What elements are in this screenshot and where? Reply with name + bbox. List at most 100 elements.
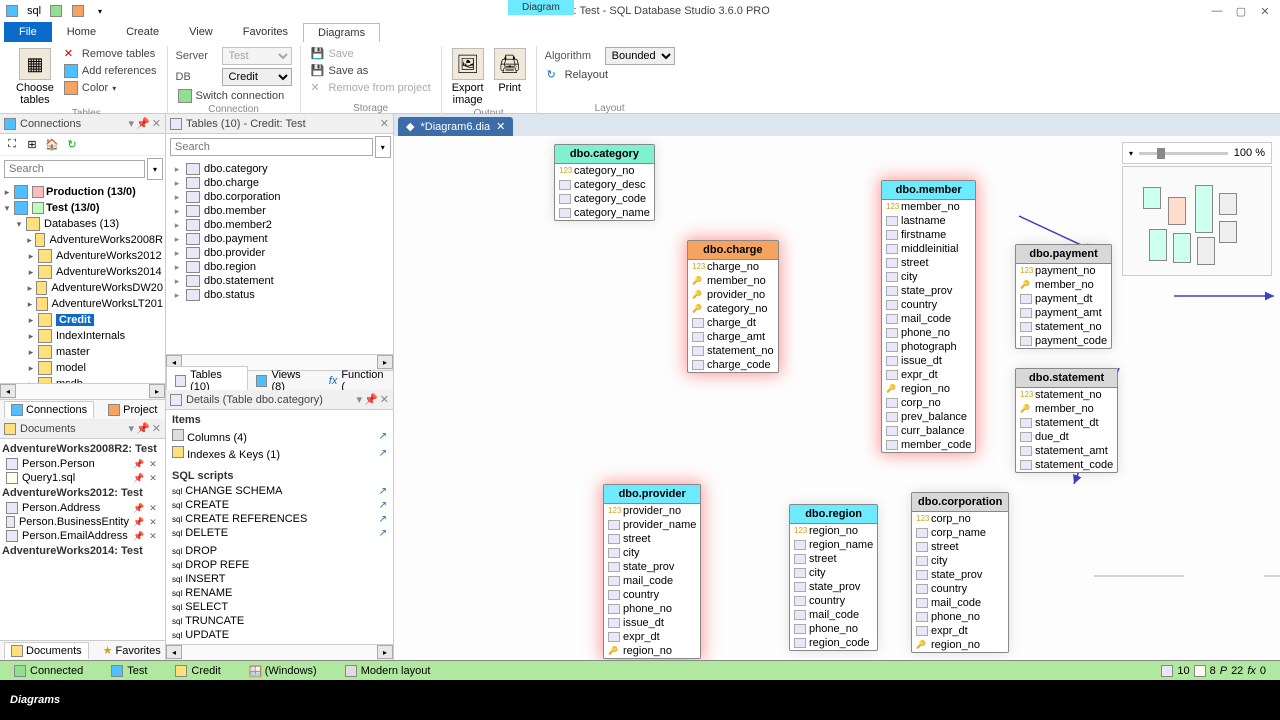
panel-menu-button[interactable]: ▾ xyxy=(129,117,135,130)
table-row[interactable]: ▸dbo.payment xyxy=(168,232,391,246)
script-select[interactable]: sql SELECT xyxy=(172,600,387,614)
diagram-table-corporation[interactable]: dbo.corporationcorp_nocorp_namestreetcit… xyxy=(911,492,1009,653)
table-row[interactable]: ▸dbo.member2 xyxy=(168,218,391,232)
table-row[interactable]: ▸dbo.corporation xyxy=(168,190,391,204)
save-button[interactable]: 💾Save xyxy=(309,46,433,62)
switch-connection-button[interactable]: Switch connection xyxy=(176,88,292,104)
remove-tables-button[interactable]: ✕Remove tables xyxy=(62,46,159,62)
diagram-table-charge[interactable]: dbo.chargecharge_nomember_noprovider_noc… xyxy=(687,240,779,373)
tree-node-db[interactable]: ▸IndexInternals xyxy=(2,328,163,344)
script-create[interactable]: sql CREATE↗ xyxy=(172,498,387,512)
table-row[interactable]: ▸dbo.provider xyxy=(168,246,391,260)
details-hscroll[interactable]: ◂▸ xyxy=(166,644,393,660)
zoom-slider[interactable] xyxy=(1139,152,1228,155)
table-row[interactable]: ▸dbo.category xyxy=(168,162,391,176)
tree-hscroll[interactable]: ◂▸ xyxy=(0,383,165,399)
table-row[interactable]: ▸dbo.statement xyxy=(168,274,391,288)
details-indexes[interactable]: Indexes & Keys (1)↗ xyxy=(172,445,387,462)
doc-item[interactable]: Query1.sql📌✕ xyxy=(2,471,163,485)
script-drop[interactable]: sql DROP xyxy=(172,544,387,558)
diagram-table-category[interactable]: dbo.categorycategory_nocategory_desccate… xyxy=(554,144,655,221)
tree-node-databases[interactable]: ▾Databases (13) xyxy=(2,216,163,232)
script-change-schema[interactable]: sql CHANGE SCHEMA↗ xyxy=(172,484,387,498)
script-create-ref[interactable]: sql CREATE REFERENCES↗ xyxy=(172,512,387,526)
tree-node-db[interactable]: ▸AdventureWorksLT201 xyxy=(2,296,163,312)
tab-favorites-docs[interactable]: ★Favorites xyxy=(97,642,167,659)
tree-node-production[interactable]: ▸Production (13/0) xyxy=(2,184,163,200)
tables-search-dropdown[interactable]: ▾ xyxy=(375,136,391,158)
tree-node-db[interactable]: ▸AdventureWorks2012 xyxy=(2,248,163,264)
remove-icon[interactable]: ✕ xyxy=(147,458,159,470)
add-references-button[interactable]: Add references xyxy=(62,63,159,79)
tree-node-db[interactable]: ▸model xyxy=(2,360,163,376)
tab-project[interactable]: Project xyxy=(102,402,163,418)
doc-item[interactable]: Person.BusinessEntity📌✕ xyxy=(2,515,163,529)
context-tab-diagram[interactable]: Diagram xyxy=(308,0,574,20)
panel-close-button[interactable]: ✕ xyxy=(152,117,161,130)
tree-node-db[interactable]: ▸AdventureWorksDW20 xyxy=(2,280,163,296)
tree-node-db[interactable]: ▸AdventureWorks2014 xyxy=(2,264,163,280)
collapse-all-icon[interactable]: ⊞ xyxy=(24,137,40,153)
connections-search-input[interactable] xyxy=(4,160,145,178)
table-row[interactable]: ▸dbo.status xyxy=(168,288,391,302)
script-rename[interactable]: sql RENAME xyxy=(172,586,387,600)
tab-create[interactable]: Create xyxy=(111,22,174,42)
tree-node-test[interactable]: ▾Test (13/0) xyxy=(2,200,163,216)
dropdown-icon[interactable]: ▾ xyxy=(92,3,108,19)
canvas-tab[interactable]: ◆ *Diagram6.dia ✕ xyxy=(398,117,513,136)
diagram-table-region[interactable]: dbo.regionregion_noregion_namestreetcity… xyxy=(789,504,878,651)
diagram-table-provider[interactable]: dbo.providerprovider_noprovider_namestre… xyxy=(603,484,701,659)
diagram-table-payment[interactable]: dbo.paymentpayment_nomember_nopayment_dt… xyxy=(1015,244,1112,349)
maximize-button[interactable]: ▢ xyxy=(1230,2,1252,20)
goto-icon[interactable]: ↗ xyxy=(379,448,387,459)
expand-all-icon[interactable]: ⛶ xyxy=(4,137,20,153)
script-insert[interactable]: sql INSERT xyxy=(172,572,387,586)
goto-icon[interactable]: ↗ xyxy=(379,431,387,442)
db-select[interactable]: Credit xyxy=(222,68,292,86)
doc-item[interactable]: Person.EmailAddress📌✕ xyxy=(2,529,163,543)
close-button[interactable]: ✕ xyxy=(1254,2,1276,20)
table-row[interactable]: ▸dbo.member xyxy=(168,204,391,218)
tab-file[interactable]: File xyxy=(4,22,52,42)
refresh-icon[interactable]: ↻ xyxy=(64,137,80,153)
home-icon[interactable]: 🏠 xyxy=(44,137,60,153)
zoom-control[interactable]: ▾ 100 % xyxy=(1122,142,1272,164)
doc-item[interactable]: Person.Address📌✕ xyxy=(2,501,163,515)
canvas-tab-close-icon[interactable]: ✕ xyxy=(496,120,505,133)
script-truncate[interactable]: sql TRUNCATE xyxy=(172,614,387,628)
pin-icon[interactable]: 📌 xyxy=(133,458,145,470)
export-image-button[interactable]: 🖼Export image xyxy=(450,46,486,108)
sql-icon[interactable]: sql xyxy=(26,3,42,19)
search-dropdown-icon[interactable]: ▾ xyxy=(147,158,163,180)
tab-documents[interactable]: Documents xyxy=(4,642,89,659)
diagram-table-statement[interactable]: dbo.statementstatement_nomember_nostatem… xyxy=(1015,368,1118,473)
diagram-table-member[interactable]: dbo.membermember_nolastnamefirstnamemidd… xyxy=(881,180,976,453)
script-dropref[interactable]: sql DROP REFE xyxy=(172,558,387,572)
print-button[interactable]: 🖨Print xyxy=(492,46,528,96)
table-row[interactable]: ▸dbo.charge xyxy=(168,176,391,190)
table-icon[interactable] xyxy=(70,3,86,19)
tab-favorites[interactable]: Favorites xyxy=(228,22,303,42)
tab-connections[interactable]: Connections xyxy=(4,401,94,418)
tables-search-input[interactable] xyxy=(170,138,373,156)
connection-icon[interactable] xyxy=(48,3,64,19)
tab-home[interactable]: Home xyxy=(52,22,111,42)
tree-node-db[interactable]: ▸master xyxy=(2,344,163,360)
zoom-dropdown-icon[interactable]: ▾ xyxy=(1129,149,1133,158)
doc-item[interactable]: Person.Person📌✕ xyxy=(2,457,163,471)
tab-diagrams[interactable]: Diagrams xyxy=(303,23,380,42)
server-select[interactable]: Test xyxy=(222,47,292,65)
diagram-canvas[interactable]: dbo.categorycategory_nocategory_desccate… xyxy=(394,136,1280,660)
tab-view[interactable]: View xyxy=(174,22,228,42)
script-update[interactable]: sql UPDATE xyxy=(172,628,387,642)
minimize-button[interactable]: — xyxy=(1206,2,1228,20)
algorithm-select[interactable]: BoundedFR xyxy=(605,47,675,65)
details-columns[interactable]: Columns (4)↗ xyxy=(172,428,387,445)
choose-tables-button[interactable]: ▦ Choose tables xyxy=(14,46,56,108)
panel-pin-button[interactable]: 📌 xyxy=(136,117,150,130)
table-row[interactable]: ▸dbo.region xyxy=(168,260,391,274)
tree-node-db[interactable]: ▸msdb xyxy=(2,376,163,383)
color-button[interactable]: Color▾ xyxy=(62,80,159,96)
minimap[interactable] xyxy=(1122,166,1272,276)
tree-node-db[interactable]: ▸Credit xyxy=(2,312,163,328)
